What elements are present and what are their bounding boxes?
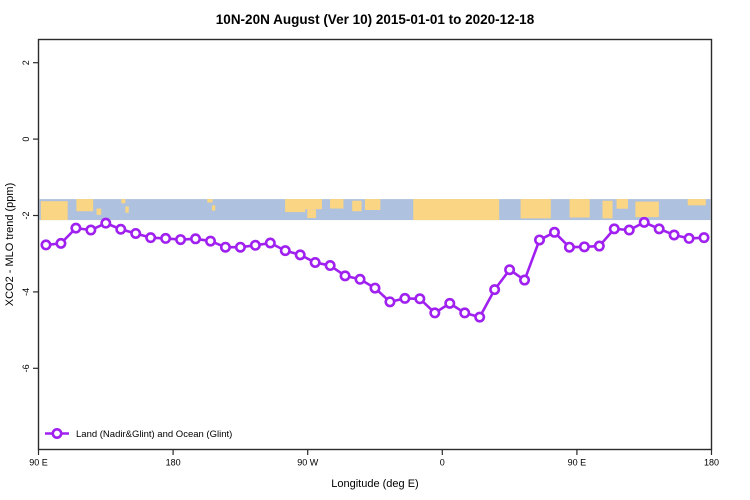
data-point-marker [175,234,187,246]
land-patch [211,205,216,211]
land-patch [687,199,706,206]
y-axis-title: XCO2 - MLO trend (ppm) [4,183,16,306]
axes: 90 E 180 90 W 0 90 E 180 2 0 -2 -4 -6 [21,60,719,467]
data-point-marker [324,260,336,272]
data-point-marker [623,224,635,236]
x-tick-label: 180 [704,458,719,468]
legend: Land (Nadir&Glint) and Ocean (Glint) [45,427,232,440]
x-axis-title: Longitude (deg E) [331,478,418,490]
data-point-marker [130,227,142,239]
data-point-marker [115,223,127,235]
data-point-marker [279,245,291,257]
data-point-marker [100,217,112,229]
data-point-marker [653,223,665,235]
land-patch [285,199,306,213]
legend-marker-icon [51,427,63,439]
data-point-marker [414,293,426,305]
data-point-marker [668,229,680,241]
data-point-marker [563,241,575,253]
land-patch [303,199,322,210]
data-point-marker [219,241,231,253]
data-point-marker [40,239,52,251]
data-point-marker [294,249,306,261]
data-point-marker [55,237,67,249]
x-tick-label: 90 E [29,458,48,468]
land-patch [125,206,129,213]
y-tick-label: 2 [21,60,31,65]
land-patch [364,199,381,210]
data-point-marker [608,223,620,235]
land-patch [520,199,551,219]
data-point-marker [85,224,97,236]
land-patch [602,200,613,219]
land-patch [76,199,94,212]
land-patch [635,201,659,218]
data-point-marker [339,270,351,282]
land-patch [96,208,102,215]
data-point-marker [519,274,531,286]
data-point-marker [593,240,605,252]
y-tick-label: -2 [21,211,31,219]
data-point-marker [534,234,546,246]
x-tick-label: 90 E [568,458,587,468]
data-point-marker [249,239,261,251]
legend-entry-label: Land (Nadir&Glint) and Ocean (Glint) [76,429,232,440]
data-series-land-ocean [40,216,710,323]
data-point-marker [638,216,650,228]
data-point-marker [459,307,471,319]
chart-title: 10N-20N August (Ver 10) 2015-01-01 to 20… [216,12,535,27]
data-point-marker [578,241,590,253]
land-patch [207,199,213,203]
x-tick-label: 90 W [297,458,319,468]
data-point-marker [489,284,501,296]
data-point-marker [70,222,82,234]
land-patch [330,199,344,209]
data-point-marker [548,226,560,238]
land-patch [40,201,68,221]
x-tick-label: 0 [440,458,445,468]
land-patch [413,199,500,221]
plot-frame [37,38,713,451]
land-patch [307,209,316,218]
x-tick-label: 180 [166,458,181,468]
y-tick-label: -6 [21,364,31,372]
data-point-marker [683,232,695,244]
data-point-marker [309,256,321,268]
data-point-marker [474,311,486,323]
data-point-marker [204,235,216,247]
land-patch [352,200,362,212]
y-tick-label: -4 [21,288,31,296]
latitude-map-band [39,199,711,221]
land-patch [121,199,126,204]
data-point-marker [264,237,276,249]
land-patch [616,199,628,209]
y-tick-label: 0 [21,137,31,142]
data-point-marker [444,297,456,309]
data-point-marker [698,232,710,244]
data-point-marker [369,282,381,294]
data-point-marker [504,264,516,276]
data-point-marker [354,273,366,285]
data-point-marker [429,307,441,319]
series-line [45,221,705,319]
data-point-marker [399,292,411,304]
data-point-marker [384,296,396,308]
data-point-marker [145,232,157,244]
data-point-marker [234,241,246,253]
land-patch [569,199,590,218]
data-point-marker [190,233,202,245]
data-point-marker [160,232,172,244]
